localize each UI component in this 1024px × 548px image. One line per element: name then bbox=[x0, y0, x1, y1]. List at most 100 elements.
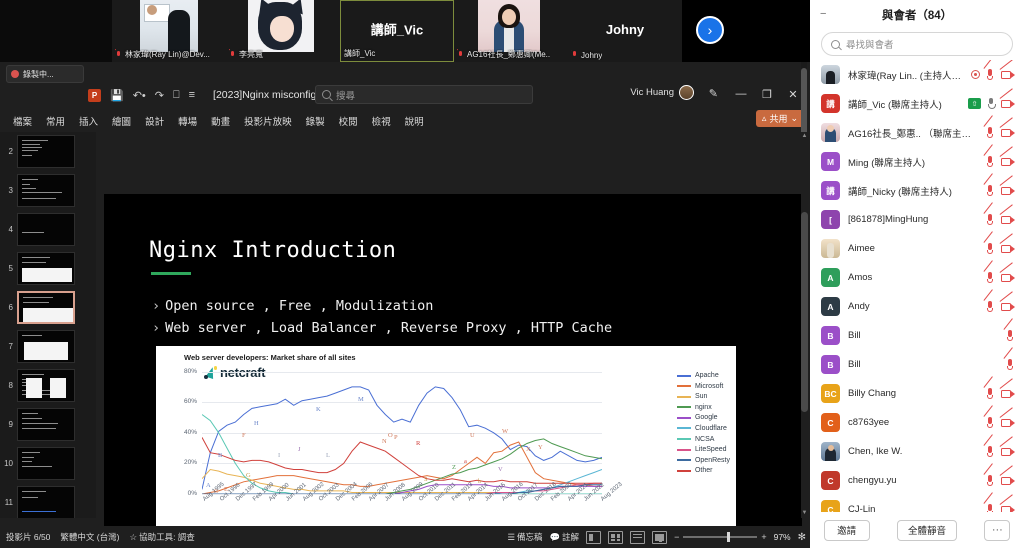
video-tile[interactable]: 林家瑋(Ray Lin)@Dev... bbox=[112, 0, 226, 62]
minimize-button[interactable]: — bbox=[735, 88, 747, 100]
notes-button[interactable]: ☰ 備忘稿 bbox=[507, 531, 542, 543]
mic-off-icon[interactable] bbox=[1003, 347, 1016, 371]
participant-row[interactable]: 講講師_Nicky (聯席主持人) bbox=[810, 173, 1024, 205]
zoom-level-label[interactable]: 97% bbox=[773, 532, 791, 542]
participant-row[interactable]: 林家瑋(Ray Lin.. (主持人, 我) bbox=[810, 60, 1024, 89]
zoom-slider[interactable]: − + bbox=[674, 532, 767, 542]
thumbnail-scroll-thumb[interactable] bbox=[801, 68, 807, 164]
participant-search-input[interactable]: 尋找與會者 bbox=[821, 32, 1013, 56]
ribbon-tab-2[interactable]: 插入 bbox=[79, 117, 99, 128]
undo-icon[interactable]: ↶• bbox=[132, 89, 146, 102]
zoom-track[interactable] bbox=[683, 532, 758, 542]
slide-vertical-scrollbar[interactable]: ▲ ▼ bbox=[801, 132, 808, 518]
mic-off-icon[interactable] bbox=[983, 463, 996, 487]
more-options-button[interactable]: ··· bbox=[984, 519, 1011, 541]
camera-off-icon[interactable] bbox=[999, 262, 1016, 283]
mic-off-icon[interactable] bbox=[983, 289, 996, 313]
reading-view-button[interactable] bbox=[630, 530, 646, 544]
mic-off-icon[interactable] bbox=[983, 231, 996, 255]
accessibility-status[interactable]: ☆ 協助工具: 調查 bbox=[129, 531, 194, 543]
camera-off-icon[interactable] bbox=[999, 117, 1016, 138]
ribbon-tab-9[interactable]: 校閱 bbox=[338, 117, 358, 128]
camera-off-icon[interactable] bbox=[999, 465, 1016, 486]
close-button[interactable]: ✕ bbox=[788, 88, 798, 101]
participant-row[interactable]: 講講師_Vic (聯席主持人) ⇧ bbox=[810, 88, 1024, 118]
next-page-arrow-button[interactable]: › bbox=[696, 16, 724, 44]
slide-thumbnail-item[interactable]: 6 bbox=[0, 288, 96, 327]
video-tile[interactable]: 李亮寬 bbox=[226, 0, 340, 62]
netcraft-chart-image[interactable]: Web server developers: Market share of a… bbox=[156, 346, 736, 538]
normal-view-button[interactable] bbox=[586, 530, 602, 544]
fit-slide-icon[interactable]: ✻ bbox=[797, 531, 806, 543]
camera-off-icon[interactable] bbox=[999, 378, 1016, 399]
participant-row[interactable]: BC Billy Chang bbox=[810, 376, 1024, 408]
participant-row[interactable]: Chen, Ike W. bbox=[810, 434, 1024, 466]
slide-thumbnail-item[interactable]: 4 bbox=[0, 210, 96, 249]
slideshow-view-button[interactable] bbox=[652, 530, 668, 544]
slide-thumbnail-item[interactable]: 2 bbox=[0, 132, 96, 171]
slide-thumbnail-panel[interactable]: 2 3 4 5 6 7 8 9 10 11 bbox=[0, 132, 96, 518]
mic-off-icon[interactable] bbox=[983, 376, 996, 400]
comments-button[interactable]: 💬 註解 bbox=[549, 531, 579, 543]
mic-off-icon[interactable] bbox=[983, 202, 996, 226]
mute-all-button[interactable]: 全體靜音 bbox=[896, 519, 957, 541]
camera-off-icon[interactable] bbox=[999, 88, 1016, 109]
slide-sorter-view-button[interactable] bbox=[608, 530, 624, 544]
mic-off-icon[interactable] bbox=[983, 173, 996, 197]
ribbon-tab-0[interactable]: 檔案 bbox=[13, 117, 33, 128]
participant-row[interactable]: [[861878]MingHung bbox=[810, 202, 1024, 234]
ppt-search-input[interactable]: 搜尋 bbox=[315, 85, 533, 104]
account-chip[interactable]: Vic Huang bbox=[630, 85, 694, 100]
scroll-up-icon[interactable]: ▲ bbox=[801, 133, 808, 139]
participant-row[interactable]: A Andy bbox=[810, 289, 1024, 321]
current-slide[interactable]: Nginx Introduction › Open source , Free ,… bbox=[104, 194, 802, 548]
qat-more-icon[interactable]: ≡ bbox=[188, 89, 196, 101]
mic-off-icon[interactable] bbox=[983, 405, 996, 429]
video-tile[interactable]: 講師_Vic 講師_Vic bbox=[340, 0, 454, 62]
ribbon-tab-7[interactable]: 投影片放映 bbox=[244, 117, 292, 128]
ribbon-tab-5[interactable]: 轉場 bbox=[178, 117, 198, 128]
zoom-in-button[interactable]: + bbox=[761, 532, 767, 542]
restore-button[interactable]: ❐ bbox=[762, 88, 772, 101]
ribbon-tab-8[interactable]: 錄製 bbox=[305, 117, 325, 128]
present-icon[interactable]: ⎕ bbox=[173, 88, 180, 101]
slide-counter[interactable]: 投影片 6/50 bbox=[6, 532, 51, 542]
invite-button[interactable]: 邀請 bbox=[823, 519, 870, 541]
mic-on-icon[interactable] bbox=[986, 97, 996, 110]
slide-thumbnail-item[interactable]: 7 bbox=[0, 327, 96, 366]
save-icon[interactable]: 💾 bbox=[110, 89, 124, 102]
camera-off-icon[interactable] bbox=[999, 60, 1016, 80]
mic-off-icon[interactable] bbox=[983, 260, 996, 284]
ribbon-tab-4[interactable]: 設計 bbox=[145, 117, 165, 128]
slide-thumbnail-item[interactable]: 11 bbox=[0, 483, 96, 518]
participant-row[interactable]: Aimee bbox=[810, 231, 1024, 263]
zoom-out-button[interactable]: − bbox=[674, 532, 680, 542]
mic-off-icon[interactable] bbox=[1003, 318, 1016, 342]
ribbon-tab-10[interactable]: 檢視 bbox=[371, 117, 391, 128]
camera-off-icon[interactable] bbox=[999, 233, 1016, 254]
participant-row[interactable]: B Bill bbox=[810, 347, 1024, 379]
redo-icon[interactable]: ↷ bbox=[154, 89, 164, 102]
participant-row[interactable]: M Ming (聯席主持人) bbox=[810, 144, 1024, 176]
participant-list[interactable]: 林家瑋(Ray Lin.. (主持人, 我) 講講師_Vic (聯席主持人) ⇧ AG… bbox=[810, 60, 1024, 530]
participant-row[interactable]: AG16社長_鄭惠.. （聯席主持人) bbox=[810, 115, 1024, 147]
participant-row[interactable]: A Amos bbox=[810, 260, 1024, 292]
camera-off-icon[interactable] bbox=[999, 436, 1016, 457]
mic-off-icon[interactable] bbox=[983, 115, 996, 139]
slide-thumbnail-item[interactable]: 5 bbox=[0, 249, 96, 288]
camera-off-icon[interactable] bbox=[999, 407, 1016, 428]
video-tile[interactable]: Johny Johny bbox=[568, 0, 682, 62]
zoom-knob[interactable] bbox=[727, 532, 731, 542]
camera-off-icon[interactable] bbox=[999, 291, 1016, 312]
ribbon-tab-11[interactable]: 說明 bbox=[404, 117, 424, 128]
share-button[interactable]: ▵ 共用 ⌄ bbox=[755, 110, 804, 127]
ribbon-tab-1[interactable]: 常用 bbox=[46, 117, 66, 128]
scroll-down-icon[interactable]: ▼ bbox=[801, 510, 808, 516]
language-indicator[interactable]: 繁體中文 (台灣) bbox=[60, 532, 120, 542]
participant-row[interactable]: B Bill bbox=[810, 318, 1024, 350]
slide-thumbnail-item[interactable]: 8 bbox=[0, 366, 96, 405]
ink-pen-icon[interactable]: ✎ bbox=[708, 88, 718, 100]
slide-thumbnail-item[interactable]: 3 bbox=[0, 171, 96, 210]
